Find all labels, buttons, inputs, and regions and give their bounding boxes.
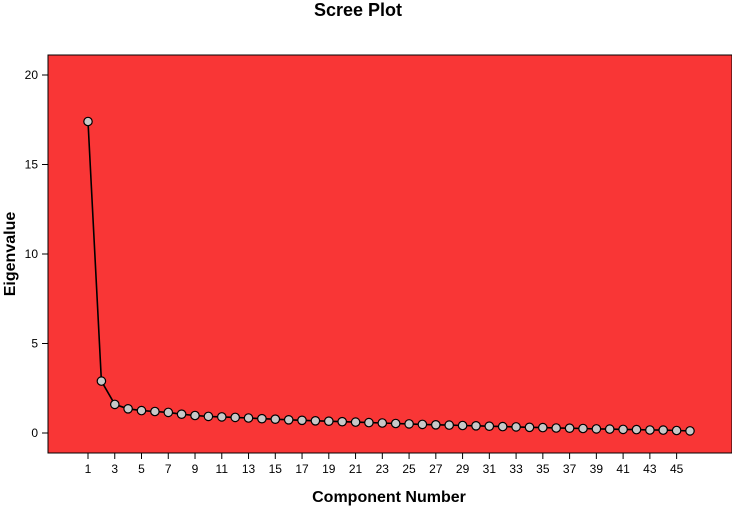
y-axis-label: Eigenvalue <box>2 212 19 297</box>
data-point <box>83 116 93 127</box>
data-point <box>364 417 374 428</box>
data-point <box>578 423 588 434</box>
data-point <box>337 416 347 427</box>
y-tick-label: 0 <box>31 426 38 440</box>
x-tick-label: 43 <box>643 462 657 476</box>
data-point <box>457 420 468 431</box>
y-tick-label: 10 <box>25 247 39 261</box>
data-point <box>176 409 187 419</box>
data-point <box>631 424 642 435</box>
data-point <box>430 419 441 430</box>
data-point <box>471 420 481 431</box>
data-point <box>511 422 521 432</box>
data-point <box>404 419 414 429</box>
data-point <box>257 413 267 424</box>
data-point <box>551 423 561 433</box>
x-tick-label: 19 <box>322 462 336 476</box>
data-point <box>685 426 695 436</box>
data-point <box>497 421 508 432</box>
data-point <box>150 406 160 417</box>
x-tick-label: 37 <box>563 462 577 476</box>
x-tick-label: 17 <box>295 462 309 476</box>
x-tick-label: 5 <box>138 462 145 476</box>
x-tick-label: 21 <box>349 462 363 476</box>
x-tick-label: 23 <box>376 462 390 476</box>
x-axis: 1 3 5 7 9 11 13 15 17 19 21 23 25 27 29 31 33 35 37 39 41 43 4… <box>85 453 684 476</box>
x-tick-label: 45 <box>670 462 684 476</box>
data-point <box>283 414 294 425</box>
x-tick-label: 41 <box>616 462 630 476</box>
plot-area <box>47 54 732 454</box>
data-point <box>591 424 602 434</box>
data-point <box>230 412 240 423</box>
data-point <box>618 424 628 435</box>
data-point <box>671 425 682 436</box>
x-tick-label: 33 <box>509 462 523 476</box>
x-tick-label: 11 <box>216 462 229 476</box>
data-point <box>297 415 307 426</box>
x-tick-label: 39 <box>590 462 604 476</box>
data-point <box>270 414 281 424</box>
x-tick-label: 3 <box>111 462 118 476</box>
x-tick-label: 7 <box>165 462 172 476</box>
x-tick-label: 27 <box>429 462 443 476</box>
data-point <box>377 418 388 428</box>
data-point <box>123 403 133 414</box>
data-point <box>217 412 227 422</box>
y-tick-label: 15 <box>25 158 39 172</box>
eigenvalue-series <box>83 116 695 436</box>
data-point <box>96 376 107 386</box>
data-point <box>136 405 147 416</box>
x-tick-label: 31 <box>483 462 497 476</box>
data-point <box>444 420 454 430</box>
y-axis: 0 5 10 15 20 <box>25 68 48 440</box>
y-tick-label: 5 <box>31 337 38 351</box>
data-point <box>243 413 254 423</box>
y-tick-label: 20 <box>25 68 39 82</box>
data-point <box>390 418 401 429</box>
x-tick-label: 25 <box>402 462 416 476</box>
data-point <box>190 410 200 421</box>
data-point <box>564 423 575 433</box>
data-point <box>323 416 334 426</box>
x-tick-label: 35 <box>536 462 550 476</box>
x-tick-label: 29 <box>456 462 470 476</box>
x-axis-label: Component Number <box>312 489 466 506</box>
chart-title: Scree Plot <box>314 0 402 20</box>
data-point <box>417 419 428 430</box>
data-point <box>310 415 321 426</box>
data-point <box>110 399 120 410</box>
data-point <box>645 425 655 435</box>
data-point <box>524 422 535 433</box>
series-line <box>87 121 691 432</box>
x-tick-label: 1 <box>85 462 92 476</box>
x-tick-label: 9 <box>192 462 199 476</box>
data-point <box>537 422 548 433</box>
data-point <box>658 425 668 435</box>
data-point <box>203 411 214 422</box>
data-point <box>163 407 174 418</box>
data-point <box>604 424 615 434</box>
x-tick-label: 13 <box>242 462 256 476</box>
data-point <box>484 421 495 431</box>
data-point <box>350 417 361 427</box>
x-tick-label: 15 <box>269 462 283 476</box>
